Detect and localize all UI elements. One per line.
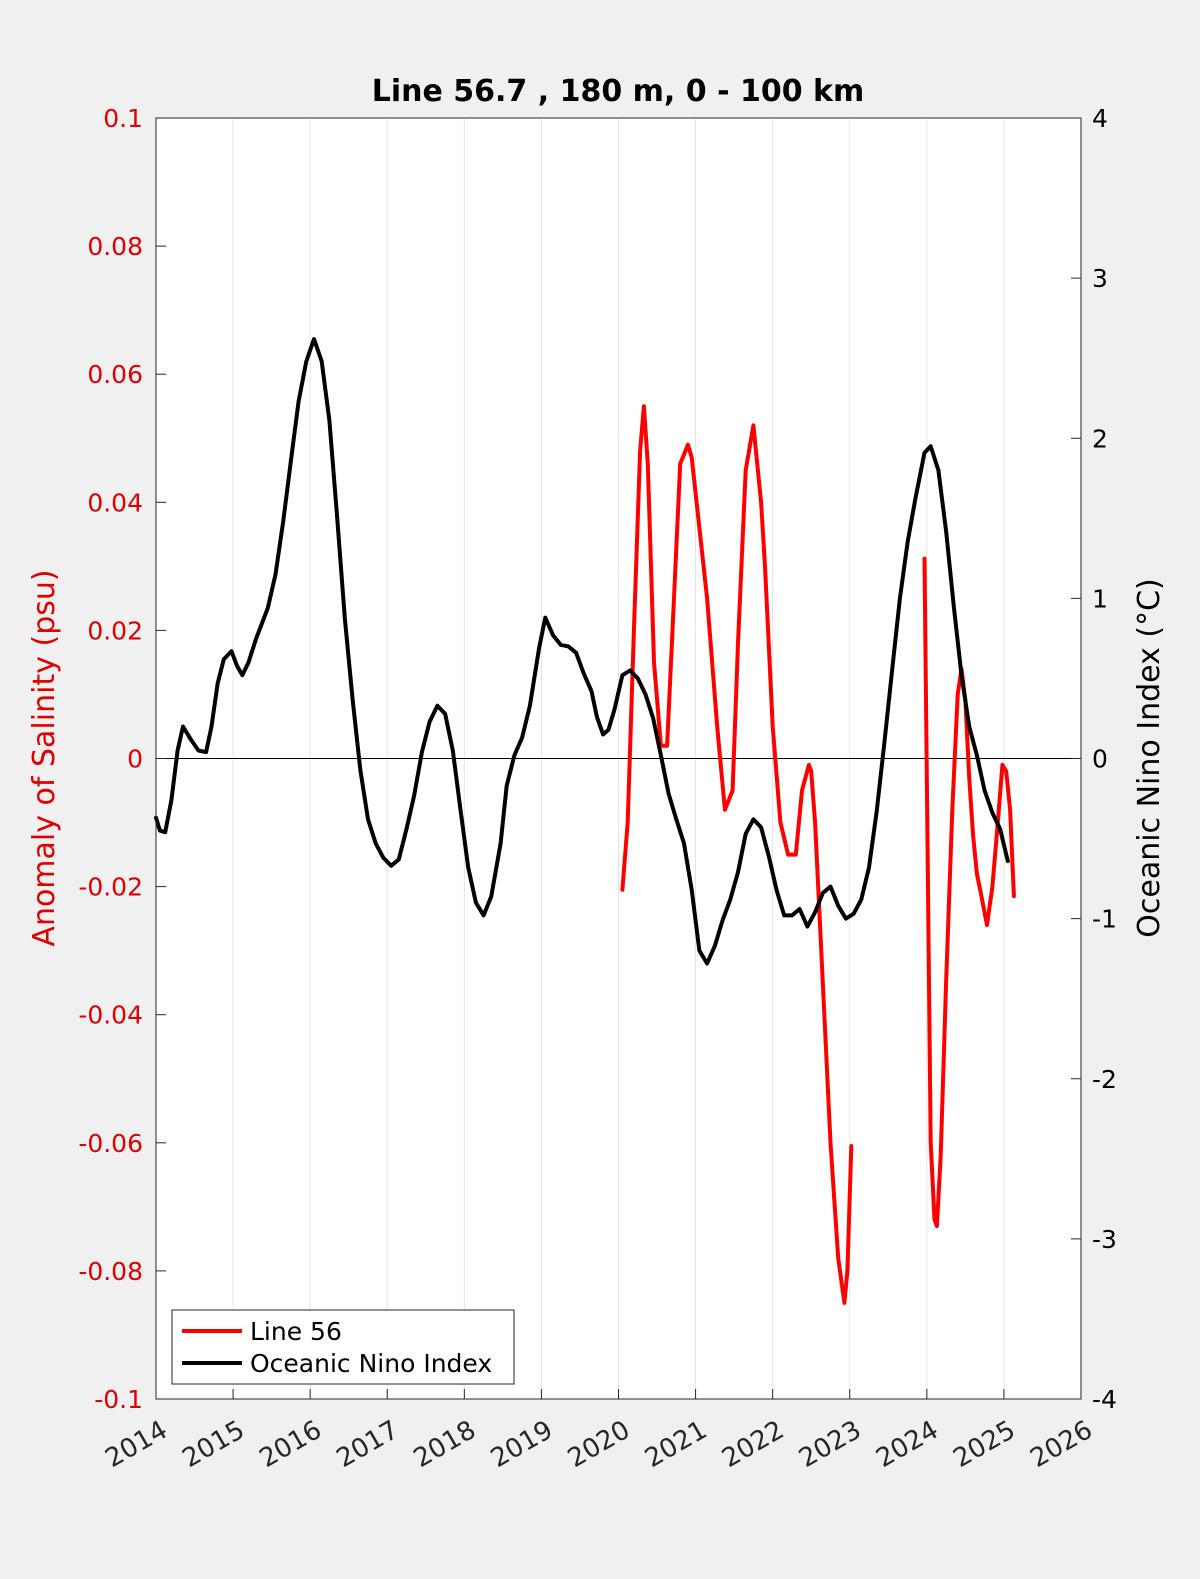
x-tick-label: 2015 (177, 1415, 249, 1474)
x-tick-label: 2022 (717, 1415, 789, 1474)
x-tick-label: 2018 (409, 1415, 481, 1474)
x-tick-label: 2017 (332, 1415, 404, 1474)
legend-box (171, 1309, 515, 1385)
y-tick-label-left: -0.08 (78, 1257, 143, 1286)
y-tick-label-left: -0.06 (78, 1129, 143, 1158)
x-tick-label: 2026 (1025, 1415, 1097, 1474)
series-layer (154, 337, 1016, 1305)
x-tick-label: 2020 (563, 1415, 635, 1474)
y-tick-label-left: -0.02 (78, 873, 143, 902)
x-tick-label: 2024 (871, 1415, 943, 1474)
y-axis-label-left: Anomaly of Salinity (psu) (27, 569, 62, 946)
y-tick-label-right: 0 (1092, 745, 1108, 774)
series-line-salinity (620, 404, 854, 1305)
axis-layer: 2014 2015 2016 2017 2018 2019 2020 2021 2022 2023… (78, 104, 1117, 1474)
x-tick-label: 2016 (255, 1415, 327, 1474)
chart-title: Line 56.7 , 180 m, 0 - 100 km (372, 74, 865, 109)
legend: Line 56 Oceanic Nino Index (171, 1309, 515, 1385)
y-tick-label-right: 1 (1092, 584, 1108, 613)
y-tick-label-left: -0.04 (78, 1001, 143, 1030)
y-tick-label-right: -3 (1092, 1225, 1117, 1254)
y-tick-label-left: 0.06 (87, 360, 143, 389)
y-tick-label-left: 0 (127, 745, 143, 774)
x-tick-label: 2019 (486, 1415, 558, 1474)
y-axis-label-right: Oceanic Nino Index (°C) (1132, 578, 1167, 938)
y-tick-label-right: -4 (1092, 1385, 1117, 1414)
y-tick-label-right: -1 (1092, 905, 1117, 934)
legend-label-oni: Oceanic Nino Index (250, 1349, 492, 1378)
series-line-oni (154, 337, 1010, 966)
x-tick-label: 2014 (100, 1415, 172, 1474)
x-tick-label: 2021 (640, 1415, 712, 1474)
y-tick-label-left: 0.04 (87, 488, 143, 517)
series-line-salinity (922, 556, 1016, 1229)
y-tick-label-left: 0.02 (87, 616, 143, 645)
y-tick-label-right: -2 (1092, 1065, 1117, 1094)
x-tick-label: 2025 (948, 1415, 1020, 1474)
legend-label-salinity: Line 56 (250, 1317, 342, 1346)
y-tick-label-right: 4 (1092, 104, 1108, 133)
y-tick-label-right: 2 (1092, 424, 1108, 453)
y-tick-label-left: 0.08 (87, 232, 143, 261)
y-tick-label-right: 3 (1092, 264, 1108, 293)
y-tick-label-left: -0.1 (94, 1385, 143, 1414)
x-tick-label: 2023 (794, 1415, 866, 1474)
y-tick-label-left: 0.1 (103, 104, 143, 133)
